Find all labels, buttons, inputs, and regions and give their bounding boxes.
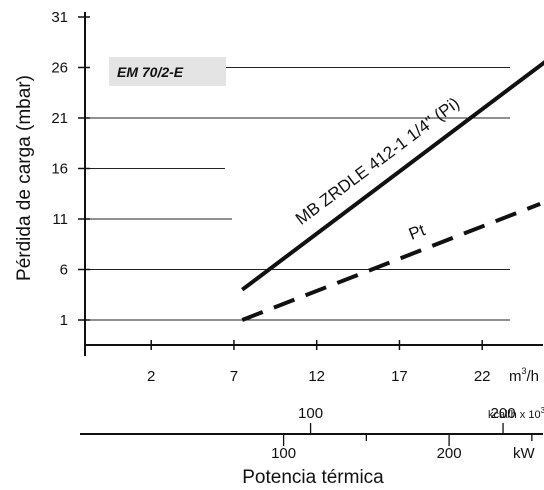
x-unit-label: m3/h: [509, 366, 539, 385]
y-tick-label: 26: [51, 60, 68, 77]
y-tick-label: 16: [51, 161, 68, 178]
y-tick-label: 11: [52, 211, 68, 228]
kcal-tick-label: 200: [491, 405, 516, 422]
kw-axis: 100200300400500600700: [271, 434, 533, 462]
kcal-unit-label: kcal/h x 103: [488, 406, 544, 421]
model-label: EM 70/2-E: [117, 64, 184, 80]
series-label-pt: Pt: [406, 220, 428, 244]
series-lines: MB ZRDLE 412-1 1/4" (Pi)Pt: [241, 60, 544, 322]
kcal-axis: 100200300400500600: [298, 405, 516, 434]
series-line-pi: [241, 60, 544, 292]
series-line-pt: [241, 201, 541, 322]
y-tick-label: 21: [51, 110, 68, 127]
x-tick-label: 2: [147, 368, 155, 385]
kw-tick-label: 200: [437, 445, 462, 462]
y-tick-label: 6: [60, 262, 68, 279]
kw-unit-label: kW: [513, 445, 536, 462]
x-tick-label: 7: [230, 368, 238, 385]
y-tick-label: 31: [51, 9, 68, 26]
y-axis-label: Pérdida de carga (mbar): [14, 75, 35, 281]
model-label-box: EM 70/2-E: [109, 57, 226, 86]
x-tick-label: 22: [474, 368, 491, 385]
x-axis-label: Potencia térmica: [242, 467, 384, 488]
x-tick-label: 17: [391, 368, 408, 385]
kw-tick-label: 100: [271, 445, 296, 462]
y-tick-label: 1: [60, 312, 68, 329]
x-tick-label: 12: [308, 368, 325, 385]
model-label-background: [109, 57, 226, 86]
series-label-pi: MB ZRDLE 412-1 1/4" (Pi): [292, 94, 463, 229]
kcal-tick-label: 100: [298, 405, 323, 422]
x-ticks: 2712172227: [147, 340, 491, 385]
